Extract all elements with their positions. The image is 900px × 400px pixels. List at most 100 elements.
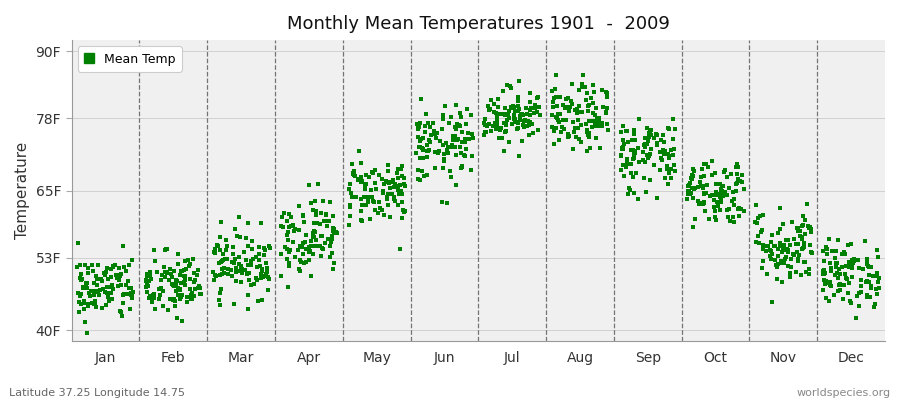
Point [662, 170, 676, 176]
Point [725, 198, 740, 204]
Point [381, 167, 395, 174]
Point [709, 191, 724, 197]
Point [239, 234, 254, 241]
Point [755, 246, 770, 252]
Point [125, 295, 140, 301]
Point [299, 232, 313, 238]
Point [854, 289, 868, 296]
Point [785, 218, 799, 225]
Point [235, 268, 249, 274]
Point [186, 256, 201, 262]
Point [153, 292, 167, 298]
Point [490, 123, 504, 129]
Point [72, 275, 86, 281]
Point [824, 260, 838, 266]
Point [796, 222, 810, 229]
Point [144, 276, 158, 282]
Point [177, 267, 192, 274]
Point [184, 292, 198, 298]
Point [788, 268, 803, 275]
Point [346, 170, 361, 176]
Point [852, 302, 867, 309]
Point [795, 246, 809, 252]
Point [316, 246, 330, 252]
Point [173, 296, 187, 302]
Point [819, 278, 833, 284]
Point [833, 271, 848, 278]
Point [278, 243, 293, 250]
Point [513, 113, 527, 120]
Point [511, 102, 526, 109]
Point [655, 146, 670, 153]
Point [697, 198, 711, 205]
Point [714, 194, 728, 201]
Point [166, 296, 181, 303]
Point [122, 306, 137, 312]
Point [105, 263, 120, 269]
Point [296, 212, 310, 218]
Point [511, 78, 526, 84]
Point [561, 134, 575, 140]
Point [458, 136, 473, 142]
Point [454, 163, 469, 170]
Point [369, 186, 383, 192]
Point [379, 178, 393, 184]
Point [364, 187, 378, 193]
Point [720, 206, 734, 213]
Point [282, 224, 296, 230]
Point [529, 95, 544, 102]
Point [861, 272, 876, 279]
Point [572, 86, 587, 93]
Point [748, 219, 762, 226]
Point [572, 103, 586, 109]
Point [730, 180, 744, 186]
Point [413, 138, 428, 145]
Point [177, 273, 192, 280]
Point [228, 255, 242, 262]
Point [233, 279, 248, 286]
Point [497, 148, 511, 154]
Point [482, 106, 497, 112]
Point [396, 206, 410, 213]
Point [575, 72, 590, 78]
Point [598, 110, 613, 116]
Point [831, 288, 845, 294]
Point [501, 139, 516, 145]
Point [304, 200, 319, 206]
Point [650, 132, 664, 138]
Point [258, 247, 273, 253]
Point [140, 276, 154, 283]
Point [391, 166, 405, 172]
Point [660, 162, 674, 169]
Point [371, 210, 385, 216]
Point [860, 261, 874, 268]
Point [788, 240, 803, 247]
Point [797, 216, 812, 223]
Point [241, 270, 256, 276]
Point [790, 258, 805, 264]
Point [776, 221, 790, 228]
Point [796, 244, 811, 250]
Point [644, 177, 658, 183]
Point [454, 165, 468, 172]
Point [500, 122, 514, 128]
Point [109, 272, 123, 279]
Point [863, 285, 878, 291]
Point [779, 246, 794, 253]
Point [212, 247, 227, 254]
Point [252, 256, 266, 263]
Point [482, 107, 497, 114]
Point [121, 291, 135, 298]
Point [642, 130, 656, 136]
Point [296, 213, 310, 219]
Point [767, 243, 781, 250]
Point [642, 153, 656, 160]
Point [446, 133, 460, 140]
Point [688, 216, 702, 222]
Point [113, 308, 128, 314]
Point [795, 234, 809, 240]
Point [391, 202, 405, 208]
Point [551, 111, 565, 117]
Point [698, 172, 712, 179]
Point [282, 210, 296, 217]
